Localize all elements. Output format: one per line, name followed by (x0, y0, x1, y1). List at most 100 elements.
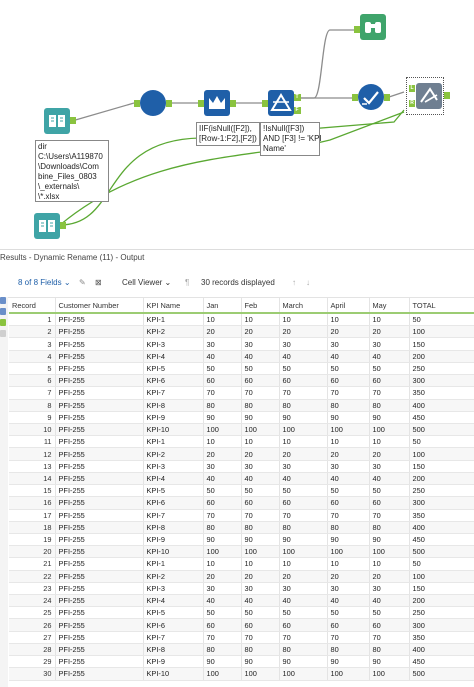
table-cell[interactable]: 60 (241, 374, 280, 388)
table-cell[interactable]: KPI-4 (143, 472, 204, 486)
table-cell[interactable]: KPI-6 (143, 618, 204, 632)
table-cell[interactable]: PFI-255 (55, 472, 144, 486)
record-number-cell[interactable]: 30 (9, 667, 56, 681)
arrow-up-icon[interactable]: ↑ (292, 278, 296, 287)
table-cell[interactable]: 40 (327, 472, 370, 486)
table-cell[interactable]: 90 (279, 655, 328, 669)
table-cell[interactable]: PFI-255 (55, 435, 144, 449)
table-cell[interactable]: 80 (327, 643, 370, 657)
record-number-cell[interactable]: 9 (9, 411, 56, 424)
table-cell[interactable]: 50 (203, 606, 242, 620)
table-cell[interactable]: 10 (369, 557, 410, 571)
table-cell[interactable]: 10 (203, 313, 242, 327)
table-cell[interactable]: PFI-255 (55, 484, 144, 498)
table-cell[interactable]: 20 (369, 447, 410, 461)
table-cell[interactable]: 60 (279, 618, 328, 632)
table-cell[interactable]: 60 (279, 496, 328, 510)
table-cell[interactable]: 450 (409, 533, 474, 547)
table-cell[interactable]: 350 (409, 386, 474, 400)
table-cell[interactable]: 90 (279, 533, 328, 547)
table-cell[interactable]: 300 (409, 374, 474, 388)
table-cell[interactable]: KPI-5 (143, 606, 204, 620)
table-cell[interactable]: 20 (241, 447, 280, 461)
table-cell[interactable]: 450 (409, 411, 474, 424)
workflow-canvas[interactable]: dir C:\Users\A119870 \Downloads\Com bine… (0, 0, 474, 243)
record-number-cell[interactable]: 15 (9, 484, 56, 498)
output-anchor[interactable] (166, 100, 172, 107)
record-number-cell[interactable]: 12 (9, 447, 56, 461)
table-cell[interactable]: 150 (409, 337, 474, 351)
table-cell[interactable]: 30 (203, 337, 242, 351)
table-cell[interactable]: 90 (203, 411, 242, 424)
table-cell[interactable]: 50 (369, 484, 410, 498)
table-cell[interactable]: 40 (369, 594, 410, 608)
record-number-cell[interactable]: 2 (9, 325, 56, 339)
table-cell[interactable]: PFI-255 (55, 313, 144, 327)
table-cell[interactable]: 20 (327, 447, 370, 461)
table-cell[interactable]: 300 (409, 496, 474, 510)
table-row[interactable]: 7 PFI-255 KPI-7 70 70 70 70 70 350 (9, 386, 474, 400)
table-cell[interactable]: 60 (369, 618, 410, 632)
table-cell[interactable]: PFI-255 (55, 325, 144, 339)
table-row[interactable]: 18 PFI-255 KPI-8 80 80 80 80 80 400 (9, 521, 474, 534)
table-cell[interactable]: PFI-255 (55, 521, 144, 534)
column-header[interactable]: TOTAL (409, 298, 474, 314)
table-cell[interactable]: 70 (369, 386, 410, 400)
record-number-cell[interactable]: 18 (9, 521, 56, 534)
table-row[interactable]: 2 PFI-255 KPI-2 20 20 20 20 20 100 (9, 325, 474, 339)
table-cell[interactable]: 40 (279, 350, 328, 363)
table-cell[interactable]: PFI-255 (55, 411, 144, 424)
column-header[interactable]: Customer Number (55, 298, 144, 314)
record-number-cell[interactable]: 23 (9, 582, 56, 596)
input-anchor[interactable] (354, 26, 360, 33)
table-cell[interactable]: 30 (241, 337, 280, 351)
table-cell[interactable]: 10 (369, 313, 410, 327)
table-cell[interactable]: 100 (241, 545, 280, 559)
input-anchor[interactable] (262, 100, 268, 107)
table-cell[interactable]: 50 (203, 484, 242, 498)
table-cell[interactable]: 50 (327, 484, 370, 498)
table-cell[interactable]: 80 (369, 643, 410, 657)
table-cell[interactable]: 30 (327, 460, 370, 473)
record-number-cell[interactable]: 3 (9, 337, 56, 351)
record-number-cell[interactable]: 8 (9, 399, 56, 412)
table-row[interactable]: 10 PFI-255 KPI-10 100 100 100 100 100 500 (9, 423, 474, 437)
table-cell[interactable]: 80 (203, 643, 242, 657)
record-number-cell[interactable]: 20 (9, 545, 56, 559)
table-cell[interactable]: 70 (369, 509, 410, 522)
table-row[interactable]: 30 PFI-255 KPI-10 100 100 100 100 100 500 (9, 667, 474, 681)
table-cell[interactable]: PFI-255 (55, 460, 144, 473)
record-number-cell[interactable]: 17 (9, 509, 56, 522)
table-cell[interactable]: PFI-255 (55, 496, 144, 510)
table-cell[interactable]: 100 (279, 667, 328, 681)
dynamic-rename-tool[interactable]: L R (406, 77, 444, 115)
table-cell[interactable]: 100 (409, 570, 474, 583)
input-anchor[interactable] (352, 94, 358, 101)
table-cell[interactable]: 300 (409, 618, 474, 632)
record-number-cell[interactable]: 13 (9, 460, 56, 473)
table-cell[interactable]: 90 (279, 411, 328, 424)
table-cell[interactable]: PFI-255 (55, 643, 144, 657)
table-cell[interactable]: PFI-255 (55, 582, 144, 596)
table-row[interactable]: 23 PFI-255 KPI-3 30 30 30 30 30 150 (9, 582, 474, 596)
record-number-cell[interactable]: 21 (9, 557, 56, 571)
table-cell[interactable]: 50 (279, 362, 328, 376)
table-cell[interactable]: 30 (241, 460, 280, 473)
table-cell[interactable]: 20 (203, 570, 242, 583)
record-number-cell[interactable]: 6 (9, 374, 56, 388)
table-cell[interactable]: 10 (241, 313, 280, 327)
table-cell[interactable]: 40 (369, 350, 410, 363)
table-cell[interactable]: 60 (203, 618, 242, 632)
table-cell[interactable]: 80 (327, 521, 370, 534)
record-number-cell[interactable]: 14 (9, 472, 56, 486)
table-cell[interactable]: PFI-255 (55, 423, 144, 437)
table-cell[interactable]: 30 (279, 337, 328, 351)
table-row[interactable]: 24 PFI-255 KPI-4 40 40 40 40 40 200 (9, 594, 474, 608)
table-cell[interactable]: 70 (327, 386, 370, 400)
record-number-cell[interactable]: 16 (9, 496, 56, 510)
table-cell[interactable]: KPI-2 (143, 325, 204, 339)
record-number-cell[interactable]: 1 (9, 313, 56, 327)
table-cell[interactable]: 60 (327, 374, 370, 388)
table-cell[interactable]: 20 (279, 325, 328, 339)
browse-tool[interactable] (360, 14, 386, 40)
